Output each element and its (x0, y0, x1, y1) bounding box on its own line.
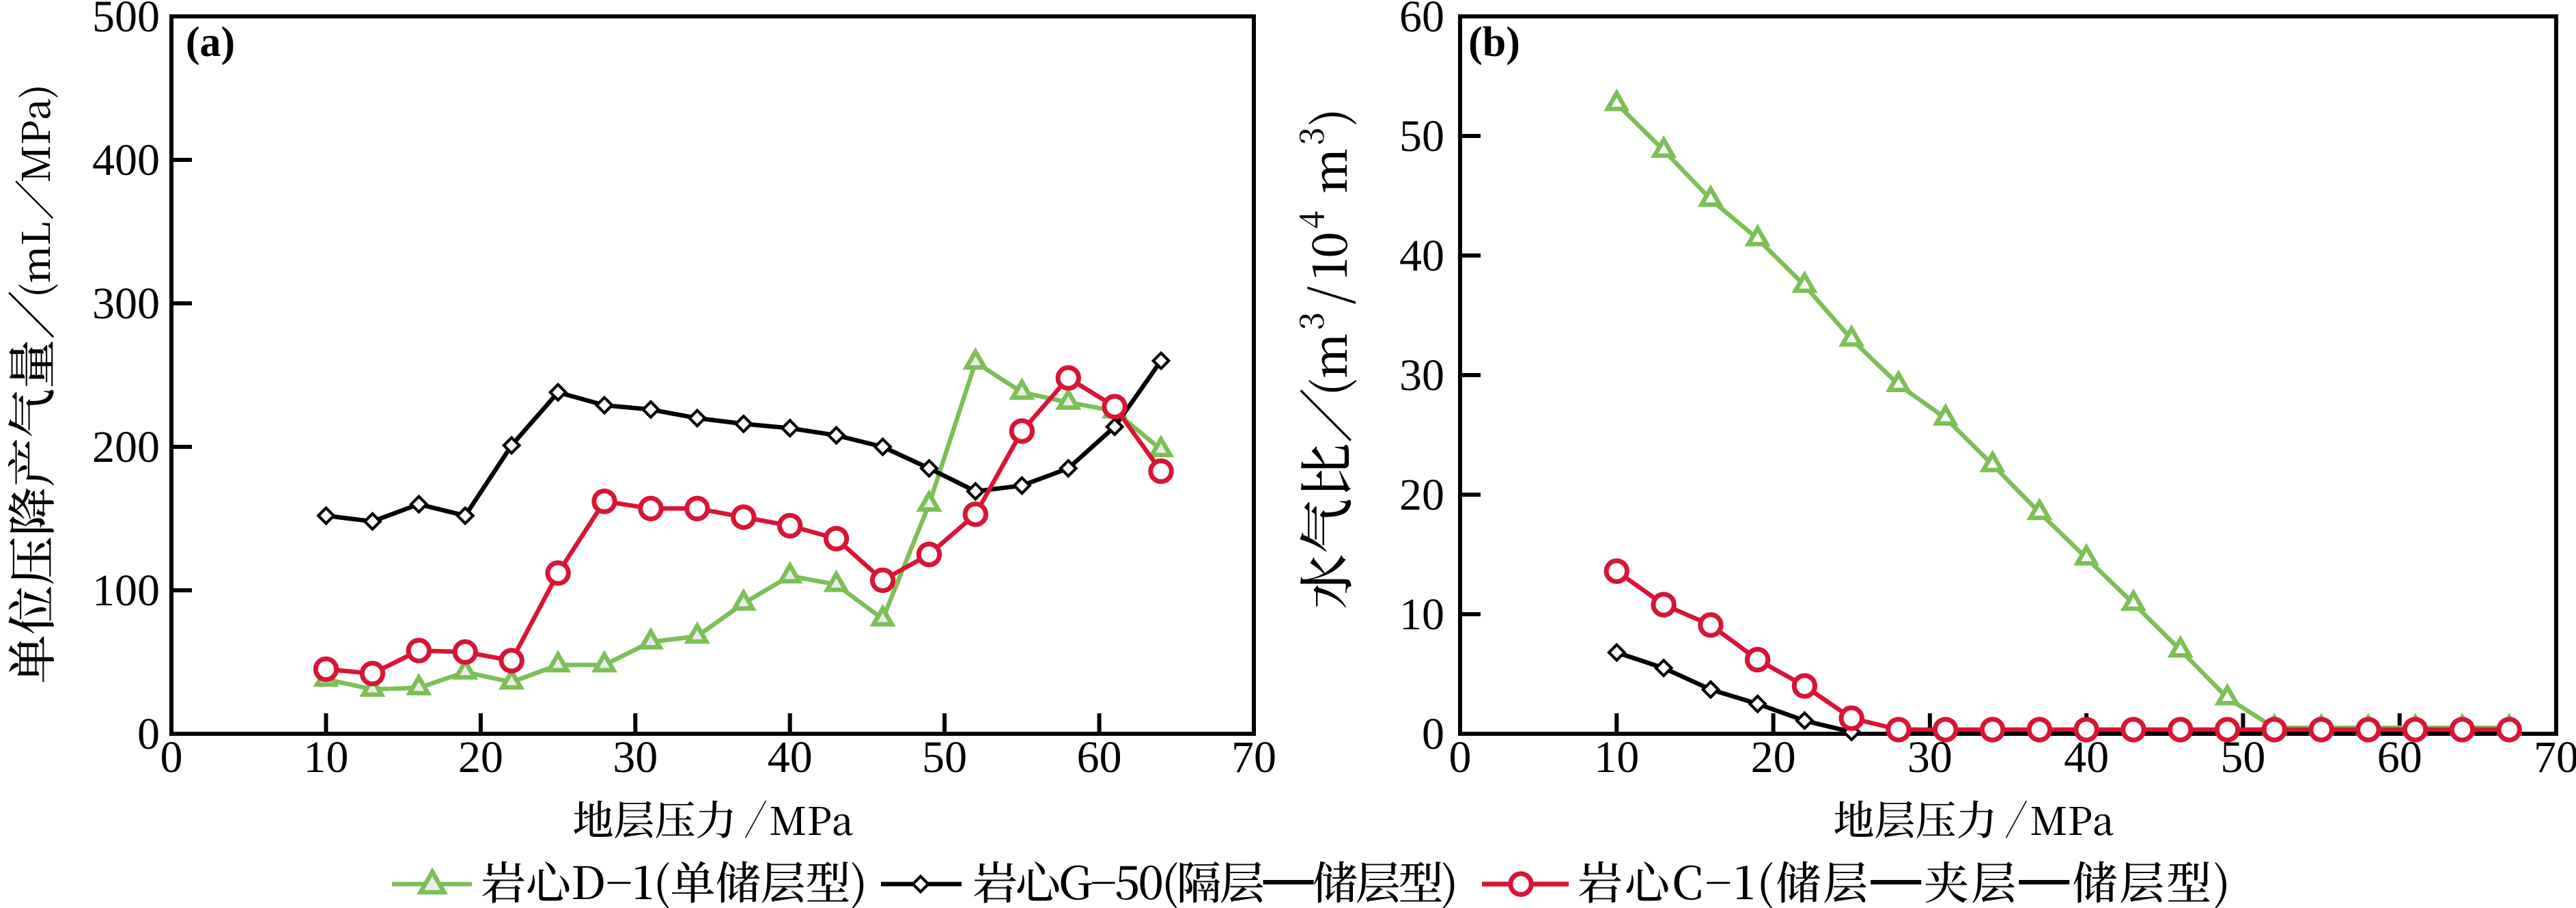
svg-text:50: 50 (922, 732, 967, 782)
svg-text:300: 300 (92, 279, 160, 329)
svg-text:0: 0 (160, 732, 183, 782)
svg-text:500: 500 (92, 0, 160, 42)
svg-text:60: 60 (2377, 732, 2422, 782)
svg-text:0: 0 (137, 709, 160, 759)
svg-text:30: 30 (1399, 350, 1444, 400)
svg-text:40: 40 (768, 732, 813, 782)
svg-text:20: 20 (1751, 732, 1796, 782)
svg-text:10: 10 (1399, 590, 1444, 639)
svg-text:400: 400 (92, 135, 160, 185)
svg-text:20: 20 (1399, 470, 1444, 520)
svg-text:40: 40 (2064, 732, 2109, 782)
svg-text:0: 0 (1422, 709, 1444, 759)
svg-text:70: 70 (2534, 732, 2576, 782)
svg-text:100: 100 (92, 566, 160, 616)
svg-text:10: 10 (303, 732, 348, 782)
svg-text:40: 40 (1399, 231, 1444, 281)
svg-text:(a): (a) (186, 19, 235, 66)
svg-text:200: 200 (92, 422, 160, 472)
svg-text:(b): (b) (1468, 19, 1520, 66)
svg-text:50: 50 (2220, 732, 2265, 782)
svg-text:60: 60 (1077, 732, 1122, 782)
svg-text:10: 10 (1594, 732, 1639, 782)
svg-text:30: 30 (613, 732, 658, 782)
svg-text:0: 0 (1449, 732, 1472, 782)
svg-text:60: 60 (1399, 0, 1444, 42)
svg-text:20: 20 (458, 732, 503, 782)
svg-text:30: 30 (1907, 732, 1952, 782)
svg-text:50: 50 (1399, 111, 1444, 161)
svg-text:70: 70 (1231, 732, 1276, 782)
